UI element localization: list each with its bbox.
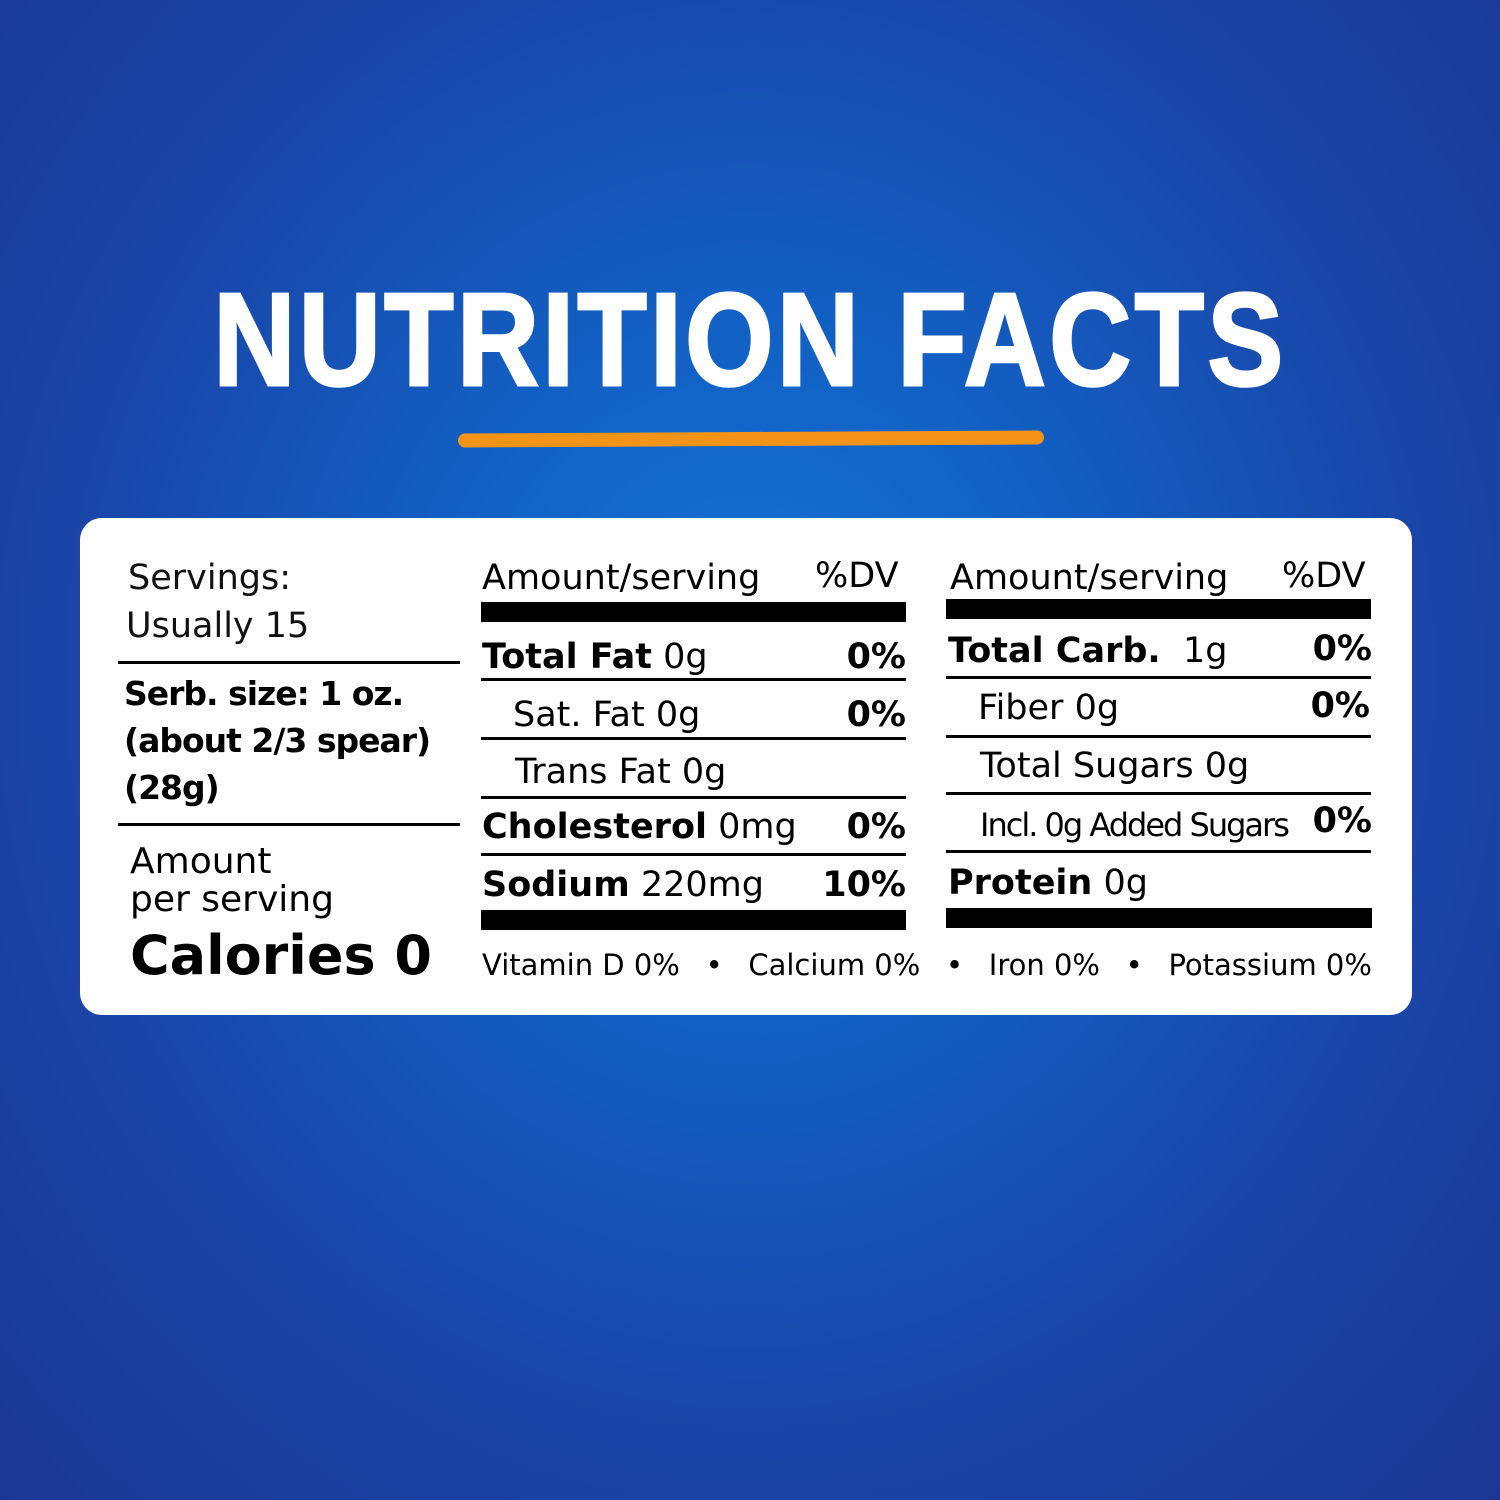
page-title: NUTRITION FACTS [212, 266, 1287, 413]
row-total-sugars: Total Sugars 0g [980, 746, 1249, 786]
nutrient-amount: 0g [1074, 688, 1120, 728]
dv-value: 10% [822, 865, 906, 905]
thick-bar [481, 602, 906, 622]
nutrient-amount: 0g [663, 637, 708, 677]
amount-serving-header: Amount/serving [950, 558, 1229, 598]
title-underline [457, 430, 1045, 448]
row-protein: Protein 0g [948, 863, 1148, 903]
row-fiber: Fiber 0g [978, 688, 1119, 728]
divider [481, 678, 906, 681]
amount-label: Amount [130, 841, 272, 882]
dv-header: %DV [815, 556, 899, 596]
bullet-separator: • [1125, 948, 1143, 982]
thick-bar [946, 599, 1371, 619]
nutrient-name: Sodium [482, 865, 630, 905]
nutrient-name: Trans Fat [515, 752, 671, 792]
nutrient-amount: 220mg [640, 865, 764, 905]
nutrient-amount: 0g [681, 752, 727, 792]
vitamins-row: Vitamin D 0% • Calcium 0% • Iron 0% • Po… [482, 945, 1372, 985]
divider [946, 850, 1371, 853]
servings-value: Usually 15 [126, 606, 310, 646]
divider [481, 853, 906, 856]
divider [118, 661, 460, 664]
divider [481, 796, 906, 799]
potassium: Potassium 0% [1168, 948, 1372, 982]
divider [946, 735, 1371, 738]
nutrient-name: Fiber [978, 688, 1064, 728]
divider [946, 676, 1371, 679]
serving-size-line3: (28g) [124, 768, 220, 807]
vitamin-d: Vitamin D 0% [482, 948, 680, 982]
per-serving-label: per serving [130, 879, 334, 920]
calcium: Calcium 0% [748, 948, 921, 982]
row-total-carb: Total Carb. 1g [948, 631, 1227, 671]
nutrient-name: Incl. 0g Added Sugars [980, 806, 1290, 844]
nutrient-amount: 0mg [718, 807, 797, 847]
nutrient-name: Protein [948, 863, 1093, 903]
amount-serving-header: Amount/serving [482, 558, 761, 598]
iron: Iron 0% [988, 948, 1100, 982]
thick-bar [481, 910, 906, 930]
row-added-sugars: Incl. 0g Added Sugars [980, 805, 1290, 845]
nutrient-name: Cholesterol [482, 807, 707, 847]
row-trans-fat: Trans Fat 0g [515, 752, 726, 792]
dv-value: 0% [846, 695, 906, 735]
dv-value: 0% [846, 807, 906, 847]
thick-bar [946, 908, 1372, 928]
row-sodium: Sodium 220mg [482, 865, 764, 905]
row-total-fat: Total Fat 0g [482, 637, 708, 677]
nutrient-amount: 0g [1103, 863, 1148, 903]
nutrient-name: Total Fat [482, 637, 653, 677]
serving-size-line1: Serb. size: 1 oz. [124, 674, 404, 713]
nutrient-name: Sat. Fat [513, 695, 645, 735]
divider [481, 737, 906, 740]
serving-size-line2: (about 2/3 spear) [124, 721, 431, 760]
servings-label: Servings: [128, 558, 292, 598]
nutrient-name: Total Carb. [948, 631, 1161, 671]
dv-value: 0% [846, 637, 906, 677]
nutrient-amount: 0g [1204, 746, 1250, 786]
bullet-separator: • [945, 948, 964, 982]
row-sat-fat: Sat. Fat 0g [513, 695, 700, 735]
dv-value: 0% [1312, 629, 1372, 669]
bullet-separator: • [705, 948, 723, 982]
divider [118, 823, 460, 826]
dv-value: 0% [1312, 801, 1372, 841]
dv-value: 0% [1310, 686, 1370, 726]
nutrient-amount: 1g [1182, 631, 1228, 671]
row-cholesterol: Cholesterol 0mg [482, 807, 797, 847]
nutrient-amount: 0g [655, 695, 701, 735]
dv-header: %DV [1282, 556, 1366, 596]
nutrient-name: Total Sugars [980, 746, 1194, 786]
divider [946, 792, 1371, 795]
calories: Calories 0 [130, 924, 432, 987]
